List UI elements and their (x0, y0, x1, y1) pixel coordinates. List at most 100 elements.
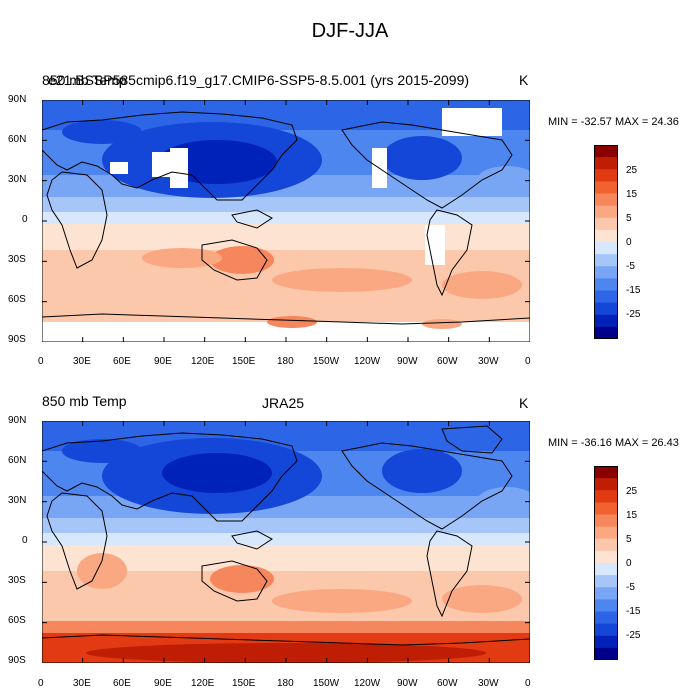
colorbar-label: -25 (626, 630, 641, 641)
lat-label: 30S (8, 254, 26, 265)
panel2-map (42, 421, 530, 663)
lat-label: 90S (8, 334, 26, 345)
colorbar-swatch (594, 181, 618, 195)
panel2-center-label: JRA25 (262, 395, 305, 411)
colorbar-swatch (594, 647, 618, 660)
lon-label: 90W (397, 678, 418, 689)
colorbar-swatch (594, 623, 618, 637)
colorbar-swatch (594, 478, 618, 491)
panel2-units: K (519, 395, 529, 411)
colorbar-swatch (594, 193, 618, 207)
colorbar-label: 0 (626, 558, 632, 569)
lon-label: 0 (525, 678, 531, 689)
lat-label: 60S (8, 294, 26, 305)
colorbar-swatch (594, 490, 618, 503)
colorbar-swatch (594, 635, 618, 649)
colorbar-swatch (594, 242, 618, 255)
lat-label: 30S (8, 575, 26, 586)
colorbar-label: -5 (626, 582, 635, 593)
lon-label: 120W (354, 356, 381, 367)
lon-label: 120E (191, 678, 215, 689)
panel1-units: K (519, 72, 529, 88)
colorbar-swatch (594, 314, 618, 328)
lon-label: 120W (354, 678, 381, 689)
panel2-colorbar (594, 466, 618, 660)
lat-label: 90N (8, 415, 27, 426)
colorbar-swatch (594, 538, 618, 552)
colorbar-swatch (594, 502, 618, 516)
lon-label: 150E (232, 356, 256, 367)
lon-label: 0 (38, 356, 44, 367)
colorbar-swatch (594, 611, 618, 625)
colorbar-swatch (594, 326, 618, 339)
colorbar-swatch (594, 145, 618, 158)
figure-title: DJF-JJA (311, 20, 389, 42)
lon-label: 60W (437, 678, 458, 689)
colorbar-swatch (594, 229, 618, 243)
panel1-map (42, 100, 530, 342)
lat-label: 60N (8, 134, 27, 145)
colorbar-swatch (594, 205, 618, 219)
lon-label: 30W (478, 678, 499, 689)
lat-label: 30N (8, 174, 27, 185)
colorbar-swatch (594, 278, 618, 292)
colorbar-label: 15 (626, 189, 638, 200)
colorbar-swatch (594, 526, 618, 540)
lon-label: 30W (478, 356, 499, 367)
panel1-center-label: e21.BSSP585cmip6.f19_g17.CMIP6-SSP5-8.5.… (48, 72, 470, 88)
lon-label: 60E (113, 678, 131, 689)
colorbar-swatch (594, 266, 618, 279)
lat-label: 60S (8, 615, 26, 626)
lon-label: 90E (154, 678, 172, 689)
colorbar-swatch (594, 466, 618, 479)
lon-label: 0 (525, 356, 531, 367)
lon-label: 150W (313, 356, 340, 367)
lon-label: 30E (73, 356, 91, 367)
colorbar-frame (594, 466, 618, 660)
lon-label: 90W (397, 356, 418, 367)
lon-label: 150E (232, 678, 256, 689)
lon-label: 120E (191, 356, 215, 367)
panel2-minmax: MIN = -36.16 MAX = 26.43 (548, 437, 679, 449)
lon-label: 0 (38, 678, 44, 689)
lon-label: 60E (113, 356, 131, 367)
colorbar-swatch (594, 587, 618, 600)
colorbar-frame (594, 145, 618, 339)
lat-label: 90N (8, 94, 27, 105)
colorbar-swatch (594, 217, 618, 231)
colorbar-label: -15 (626, 285, 641, 296)
colorbar-swatch (594, 563, 618, 576)
colorbar-swatch (594, 599, 618, 613)
lon-label: 150W (313, 678, 340, 689)
panel1-left-label: 850 mb Temp (42, 72, 127, 88)
colorbar-label: 0 (626, 237, 632, 248)
colorbar-label: 25 (626, 486, 638, 497)
colorbar-swatch (594, 290, 618, 304)
lon-label: 90E (154, 356, 172, 367)
colorbar-swatch (594, 254, 618, 267)
colorbar-swatch (594, 302, 618, 316)
colorbar-label: 5 (626, 534, 632, 545)
colorbar-label: 5 (626, 213, 632, 224)
lat-label: 0 (22, 535, 28, 546)
colorbar-swatch (594, 157, 618, 170)
lat-label: 60N (8, 455, 27, 466)
panel2-left-label: 850 mb Temp (42, 393, 127, 409)
colorbar-label: 25 (626, 165, 638, 176)
colorbar-label: 15 (626, 510, 638, 521)
lon-label: 180 (277, 678, 294, 689)
lat-label: 30N (8, 495, 27, 506)
colorbar-label: -25 (626, 309, 641, 320)
lon-label: 180 (277, 356, 294, 367)
panel1-colorbar (594, 145, 618, 339)
colorbar-label: -15 (626, 606, 641, 617)
colorbar-swatch (594, 575, 618, 588)
lat-label: 0 (22, 214, 28, 225)
colorbar-swatch (594, 514, 618, 528)
panel1-minmax: MIN = -32.57 MAX = 24.36 (548, 116, 679, 128)
lon-label: 30E (73, 678, 91, 689)
colorbar-swatch (594, 169, 618, 182)
colorbar-swatch (594, 550, 618, 564)
lon-label: 60W (437, 356, 458, 367)
colorbar-label: -5 (626, 261, 635, 272)
